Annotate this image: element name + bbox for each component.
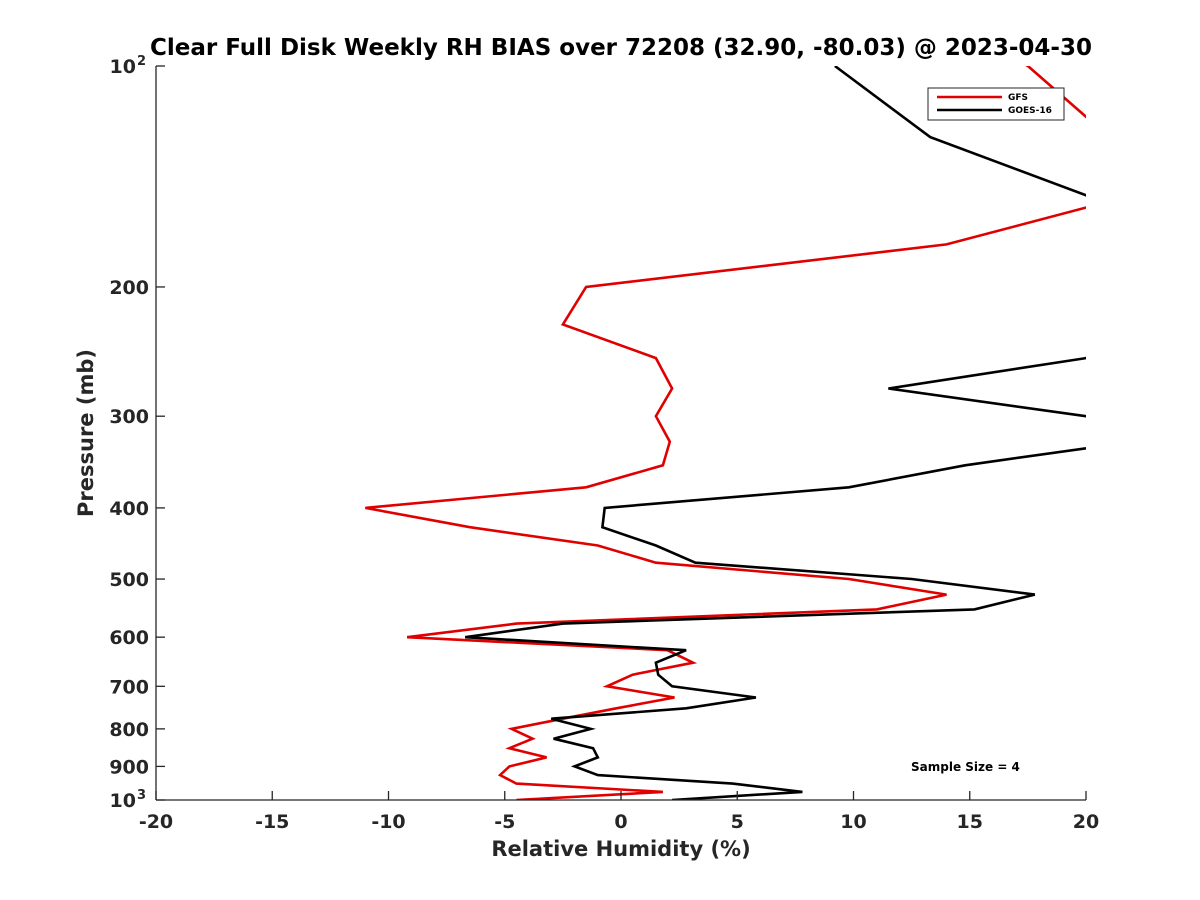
legend-label-goes16: GOES-16 <box>1008 106 1052 116</box>
y-tick-label: 700 <box>109 676 149 698</box>
y-tick-exponent: 3 <box>137 788 146 803</box>
x-tick-label: 15 <box>957 811 983 833</box>
x-tick-label: 0 <box>614 811 627 833</box>
y-tick-label: 300 <box>109 406 149 428</box>
series-line-goes-16 <box>465 66 1086 800</box>
x-tick-label: 5 <box>731 811 744 833</box>
y-tick-label: 500 <box>109 569 149 591</box>
y-axis-label: Pressure (mb) <box>74 349 98 517</box>
series-line-gfs <box>365 66 1086 800</box>
chart-title: Clear Full Disk Weekly RH BIAS over 7220… <box>150 35 1092 61</box>
sample-size-annotation: Sample Size = 4 <box>911 760 1020 774</box>
y-tick-exponent: 2 <box>137 54 146 69</box>
x-tick-label: 10 <box>840 811 866 833</box>
legend: GFS GOES-16 <box>927 87 1065 121</box>
legend-label-gfs: GFS <box>1008 93 1028 103</box>
y-tick-label: 200 <box>109 277 149 299</box>
y-tick-label: 10 <box>110 790 136 812</box>
x-tick-label: 20 <box>1073 811 1099 833</box>
y-tick-label: 600 <box>109 627 149 649</box>
x-tick-label: -20 <box>139 811 173 833</box>
y-tick-label: 800 <box>109 719 149 741</box>
y-tick-label: 900 <box>109 756 149 778</box>
y-tick-label: 10 <box>110 56 136 78</box>
y-tick-label: 400 <box>109 498 149 520</box>
legend-box <box>927 87 1065 121</box>
x-tick-label: -10 <box>371 811 405 833</box>
x-axis-label: Relative Humidity (%) <box>491 837 750 861</box>
x-tick-label: -5 <box>494 811 515 833</box>
x-tick-label: -15 <box>255 811 289 833</box>
x-ticks: -20 -15 -10 -5 0 5 10 15 20 <box>139 791 1099 833</box>
series-layer <box>365 66 1086 800</box>
